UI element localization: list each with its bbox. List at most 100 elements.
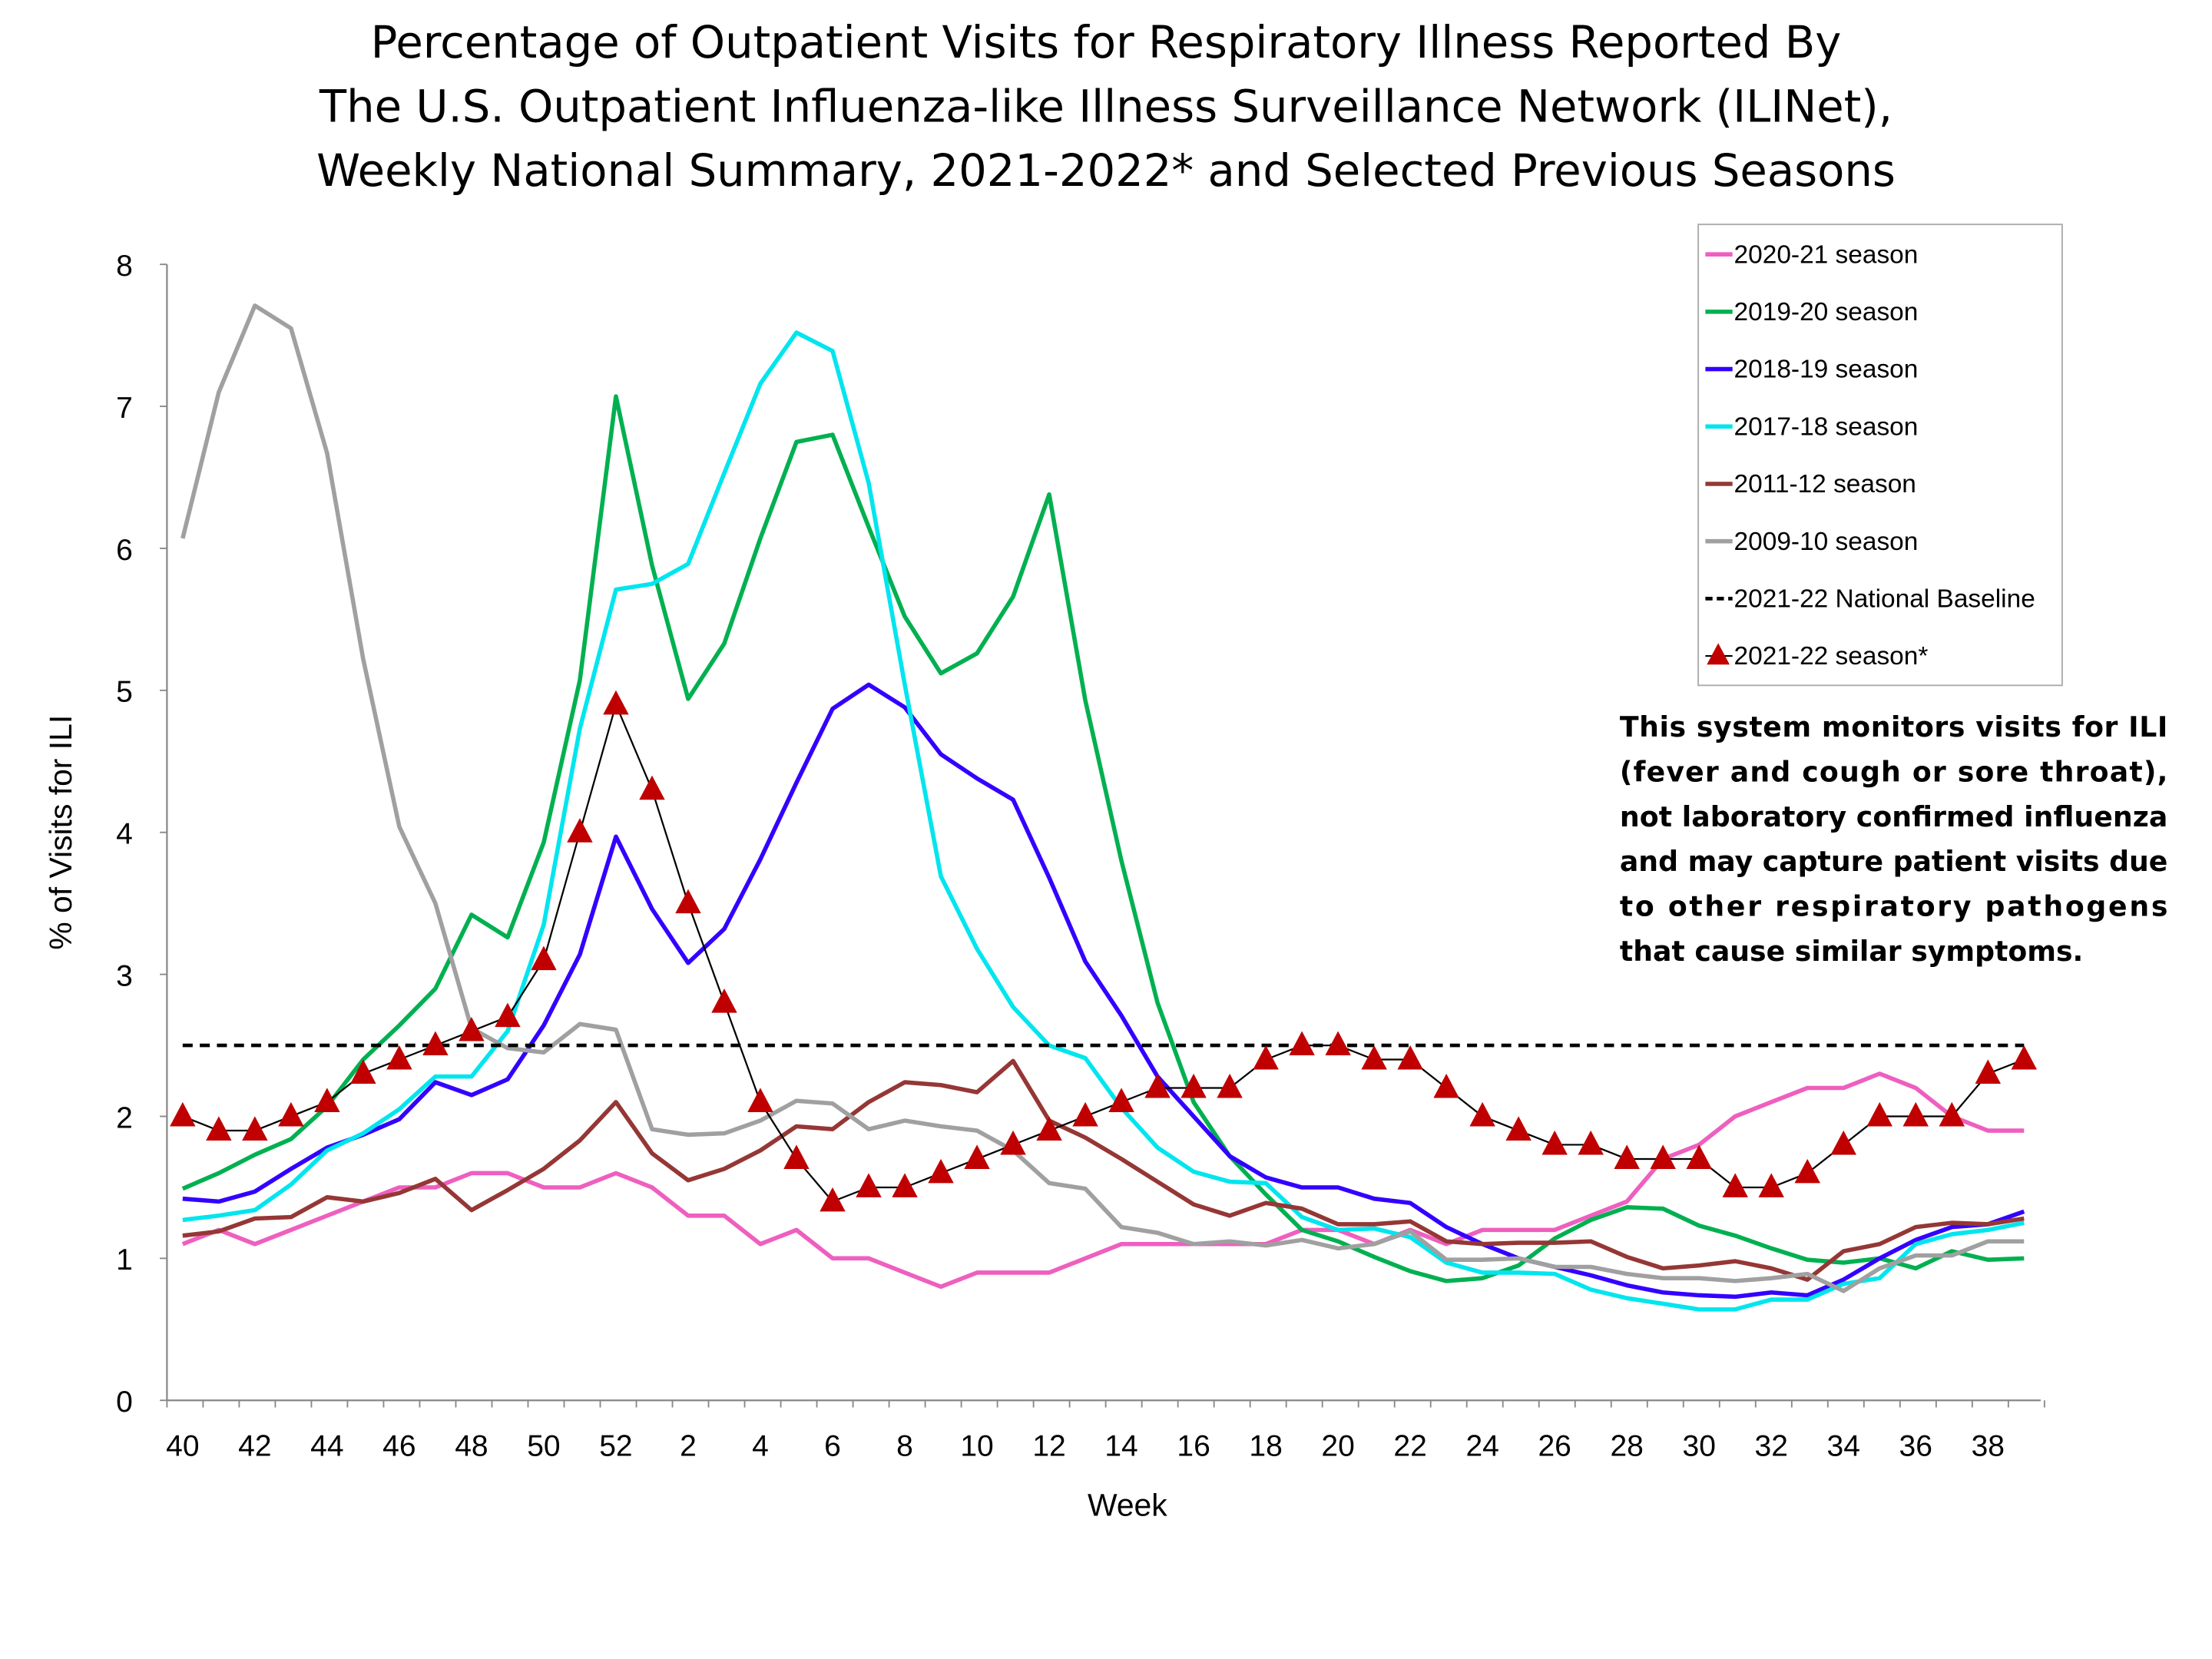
x-tick-label: 16 <box>1177 1430 1210 1463</box>
data-point-2021-22-season <box>892 1173 918 1197</box>
x-tick-label: 46 <box>382 1430 416 1463</box>
x-tick-label: 18 <box>1249 1430 1282 1463</box>
data-point-2021-22-season <box>1866 1101 1892 1127</box>
x-tick-label: 12 <box>1032 1430 1065 1463</box>
x-tick-label: 26 <box>1538 1430 1571 1463</box>
legend-box <box>1697 224 2063 687</box>
data-point-2021-22-season <box>1072 1101 1098 1127</box>
x-tick-label: 32 <box>1755 1430 1788 1463</box>
annotation-line: to other respiratory pathogens <box>1620 890 2167 923</box>
data-point-2021-22-season <box>1397 1045 1423 1070</box>
y-tick-label: 2 <box>116 1101 133 1134</box>
legend-label: 2021-22 National Baseline <box>1734 585 2035 614</box>
data-point-2021-22-season <box>1614 1144 1640 1169</box>
data-point-2021-22-season <box>1000 1130 1026 1155</box>
annotation-note: This system monitors visits for ILI (feve… <box>1620 710 2167 968</box>
data-point-2021-22-season <box>531 945 557 971</box>
x-tick-label: 36 <box>1899 1430 1932 1463</box>
title-line-1: Percentage of Outpatient Visits for Resp… <box>371 17 1842 68</box>
data-point-2021-22-season <box>1541 1130 1568 1155</box>
x-tick-label: 22 <box>1393 1430 1426 1463</box>
y-tick-label: 7 <box>116 392 133 425</box>
data-point-2021-22-season <box>1289 1031 1315 1056</box>
data-point-2021-22-season <box>170 1101 196 1127</box>
data-point-2021-22-season <box>350 1059 376 1084</box>
x-tick-label: 20 <box>1321 1430 1354 1463</box>
data-point-2021-22-season <box>1902 1101 1929 1127</box>
x-tick-label: 14 <box>1104 1430 1137 1463</box>
data-point-2021-22-season <box>1036 1116 1062 1141</box>
x-tick-label: 4 <box>752 1430 769 1463</box>
series-line-2019-20-season <box>181 394 2025 1283</box>
x-tick-label: 34 <box>1827 1430 1860 1463</box>
data-point-2021-22-season <box>856 1173 882 1197</box>
series-line-2018-19-season <box>182 682 2025 1300</box>
data-point-2021-22-season <box>1361 1045 1387 1070</box>
annotation-line: not laboratory confirmed influenza <box>1620 800 2167 833</box>
data-point-2021-22-season <box>314 1088 340 1112</box>
data-point-2021-22-season <box>820 1187 846 1212</box>
data-point-2021-22-season <box>1253 1045 1279 1070</box>
data-point-2021-22-season <box>783 1144 810 1169</box>
data-point-2021-22-season <box>1650 1144 1676 1169</box>
data-point-2021-22-season <box>1578 1130 1604 1155</box>
x-tick-label: 44 <box>310 1430 343 1463</box>
x-axis-label: Week <box>1088 1488 1167 1523</box>
legend-label: 2011-12 season <box>1734 470 1916 498</box>
data-point-2021-22-season <box>1217 1073 1243 1098</box>
legend-label: 2009-10 season <box>1734 528 1919 556</box>
data-point-2021-22-season <box>1433 1073 1459 1098</box>
x-tick-label: 48 <box>455 1430 488 1463</box>
data-point-2021-22-season <box>964 1144 990 1169</box>
x-tick-label: 40 <box>166 1430 199 1463</box>
data-point-2021-22-season <box>459 1016 485 1041</box>
y-tick-label: 1 <box>116 1243 133 1277</box>
data-point-2021-22-season <box>2011 1045 2038 1070</box>
chart-title: Percentage of Outpatient Visits for Resp… <box>316 17 1896 197</box>
x-tick-label: 6 <box>824 1430 841 1463</box>
data-point-2021-22-season <box>1830 1130 1856 1155</box>
data-point-2021-22-season <box>1108 1088 1134 1112</box>
data-point-2021-22-season <box>1758 1173 1784 1197</box>
legend-marker <box>1707 643 1730 665</box>
legend-label: 2019-20 season <box>1734 298 1919 326</box>
data-point-2021-22-season <box>1505 1116 1532 1141</box>
data-point-2021-22-season <box>422 1031 449 1056</box>
x-tick-label: 10 <box>960 1430 993 1463</box>
y-tick-label: 3 <box>116 959 133 992</box>
annotation-line: This system monitors visits for ILI <box>1620 710 2167 743</box>
annotation-line: that cause similar symptoms. <box>1620 935 2083 968</box>
data-point-2021-22-season <box>675 889 701 914</box>
data-point-2021-22-season <box>1939 1101 1965 1127</box>
data-point-2021-22-season <box>206 1116 232 1141</box>
data-point-2021-22-season <box>603 690 629 715</box>
annotation-line: and may capture patient visits due <box>1620 845 2167 878</box>
x-tick-label: 2 <box>680 1430 697 1463</box>
data-point-2021-22-season <box>928 1158 954 1184</box>
x-tick-label: 42 <box>238 1430 271 1463</box>
data-point-2021-22-season <box>242 1116 268 1141</box>
data-point-2021-22-season <box>1975 1059 2002 1084</box>
data-point-2021-22-season <box>711 988 737 1013</box>
data-point-2021-22-season <box>1325 1031 1351 1056</box>
legend-label: 2021-22 season* <box>1734 642 1929 671</box>
x-tick-label: 50 <box>527 1430 560 1463</box>
x-tick-label: 52 <box>599 1430 632 1463</box>
y-axis-label: % of Visits for ILI <box>43 715 78 950</box>
series-line-2009-10-season <box>180 303 2025 1293</box>
series-line-2011-12-season <box>182 1058 2025 1282</box>
data-point-2021-22-season <box>1144 1073 1171 1098</box>
title-line-3: Weekly National Summary, 2021-2022* and … <box>316 145 1896 197</box>
y-tick-label: 6 <box>116 534 133 567</box>
series-line-2017-18-season <box>182 330 2025 1312</box>
series-line-2021-22-season <box>182 704 2025 1203</box>
x-tick-label: 24 <box>1465 1430 1498 1463</box>
y-tick-label: 4 <box>116 818 133 851</box>
title-line-2: The U.S. Outpatient Influenza-like Illne… <box>319 81 1892 132</box>
data-point-2021-22-season <box>1686 1144 1712 1169</box>
x-tick-label: 38 <box>1972 1430 2005 1463</box>
data-point-2021-22-season <box>1181 1073 1207 1098</box>
x-tick-label: 28 <box>1610 1430 1643 1463</box>
